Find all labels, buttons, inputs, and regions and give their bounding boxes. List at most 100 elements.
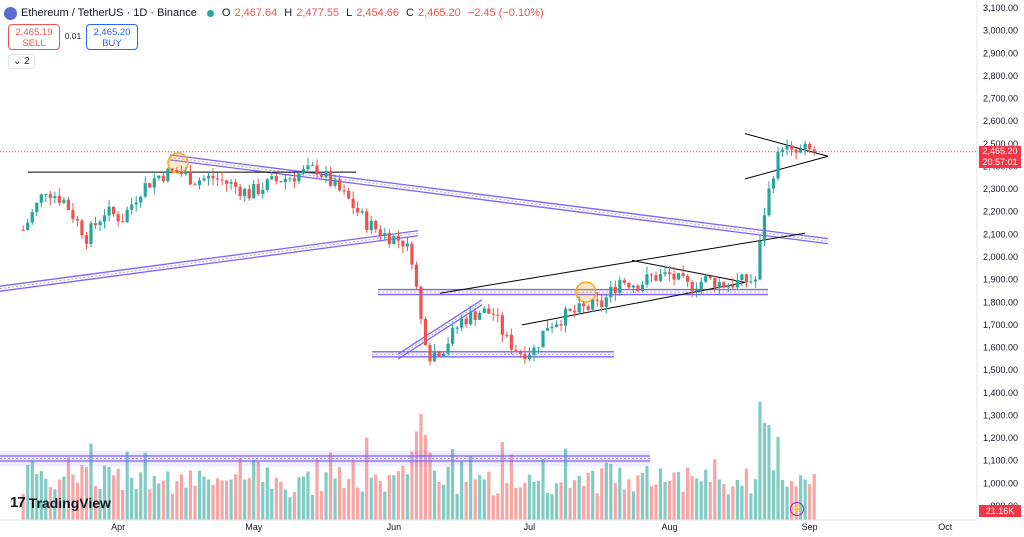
candle-body xyxy=(672,273,676,280)
volume-bar xyxy=(622,489,626,520)
volume-bar xyxy=(618,467,622,520)
candle-body xyxy=(148,183,152,188)
candle-body xyxy=(469,311,473,325)
price-tick-label: 3,100.00 xyxy=(983,3,1018,13)
indicators-toggle[interactable]: ⌄ 2 xyxy=(8,54,35,69)
candle xyxy=(441,351,446,358)
volume-bar xyxy=(80,465,84,520)
candle-body xyxy=(654,275,658,281)
volume-bar xyxy=(582,485,586,520)
candle-body xyxy=(414,264,419,287)
tradingview-logo[interactable]: 17 TradingView xyxy=(10,494,111,511)
buy-button[interactable]: 2,465.20 BUY xyxy=(86,24,138,50)
candle-body xyxy=(627,282,631,288)
volume-bar xyxy=(771,470,776,520)
volume-bar xyxy=(808,483,812,520)
band-mid xyxy=(0,232,419,290)
sell-button[interactable]: 2,465.19 SELL xyxy=(8,24,60,50)
candle xyxy=(310,162,315,167)
candle xyxy=(66,196,70,211)
market-open-icon xyxy=(206,9,214,17)
volume-bar xyxy=(324,472,328,520)
candle xyxy=(401,240,405,254)
candle-body xyxy=(713,278,717,288)
candle-body xyxy=(722,282,726,288)
candle-body xyxy=(392,235,396,244)
candle xyxy=(333,174,337,189)
volume-bar xyxy=(505,482,509,520)
volume-bar xyxy=(211,484,215,520)
candle xyxy=(292,172,296,189)
candle xyxy=(428,343,432,366)
volume-bar xyxy=(396,471,400,520)
price-tick-label: 1,500.00 xyxy=(983,365,1018,375)
candle-body xyxy=(383,232,387,236)
candle xyxy=(369,216,373,235)
bolt-icon[interactable]: ⚡ xyxy=(790,502,804,516)
candle-body xyxy=(559,324,563,326)
volume-bar xyxy=(338,467,342,520)
candle xyxy=(206,171,211,186)
candle xyxy=(695,282,699,298)
candle xyxy=(446,337,450,358)
candle-body xyxy=(139,196,143,203)
candle-body xyxy=(708,275,712,279)
candle-body xyxy=(500,315,504,335)
volume-bar xyxy=(310,494,315,520)
candle-body xyxy=(645,274,649,285)
candle-body xyxy=(220,179,224,181)
candle xyxy=(631,284,635,293)
candle-body xyxy=(496,314,500,316)
candle-body xyxy=(315,165,319,175)
symbol-title[interactable]: Ethereum / TetherUS · 1D · Binance xyxy=(21,7,197,19)
volume-bar xyxy=(740,485,744,520)
candle xyxy=(455,325,459,334)
candle xyxy=(152,171,156,195)
candle xyxy=(663,265,667,277)
candle-body xyxy=(338,179,342,191)
price-tick-label: 1,600.00 xyxy=(983,343,1018,353)
indicators-count: 2 xyxy=(24,56,30,67)
volume-bar xyxy=(143,452,147,520)
candle-body xyxy=(179,171,183,175)
candle-body xyxy=(740,274,744,280)
last-price: 2,465.20 xyxy=(982,146,1018,156)
candle xyxy=(62,197,66,205)
candle xyxy=(794,148,798,160)
volume-bar xyxy=(184,487,188,520)
volume-bar xyxy=(152,475,156,520)
volume-bar xyxy=(460,461,464,520)
candle-body xyxy=(618,280,622,294)
candle xyxy=(21,225,25,231)
candle xyxy=(328,166,333,187)
chevron-down-icon: ⌄ xyxy=(13,56,22,67)
volume-bar xyxy=(536,480,541,520)
price-tick-label: 1,000.00 xyxy=(983,478,1018,488)
volume-bar xyxy=(803,479,807,520)
volume-bar xyxy=(392,475,396,520)
last-price-tag: 2,465.20 20:57:01 xyxy=(979,146,1021,168)
candle xyxy=(234,178,238,194)
candle-body xyxy=(116,214,120,222)
volume-bar xyxy=(234,474,238,520)
candle-body xyxy=(419,286,423,319)
volume-bar xyxy=(57,479,61,520)
candle xyxy=(799,144,803,154)
candle-body xyxy=(256,184,260,195)
candle xyxy=(735,273,739,290)
candle-body xyxy=(677,273,681,280)
volume-bar xyxy=(102,465,107,520)
volume-bar xyxy=(545,493,550,520)
candle xyxy=(595,291,599,307)
candle xyxy=(130,197,134,215)
candle-body xyxy=(84,235,89,244)
candle xyxy=(112,206,116,217)
candle xyxy=(351,191,355,214)
volume-bar xyxy=(89,443,93,520)
candle xyxy=(306,157,310,173)
candle xyxy=(193,182,197,186)
volume-bar xyxy=(464,481,468,520)
volume-bar xyxy=(306,471,310,520)
candle-body xyxy=(261,189,265,195)
